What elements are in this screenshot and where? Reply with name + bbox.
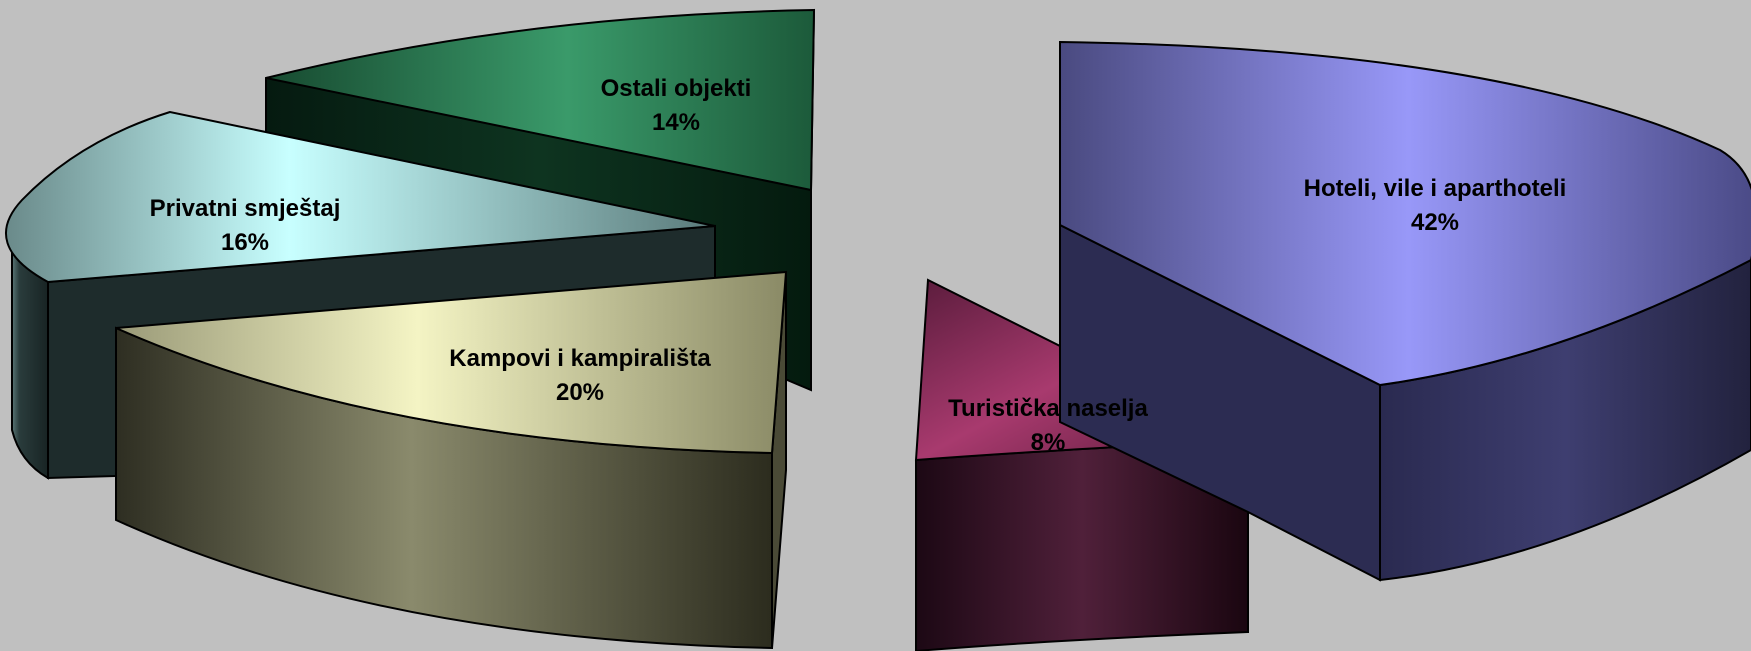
percent-turisticka-naselja: 8%	[1031, 429, 1066, 456]
label-privatni-smjestaj: Privatni smještaj	[150, 195, 341, 222]
label-hoteli-vile-aparthoteli: Hoteli, vile i aparthoteli	[1304, 175, 1567, 202]
slice-ostali-objekti-top	[265, 8, 816, 192]
label-kampovi-kampiralista: Kampovi i kampirališta	[449, 345, 711, 372]
percent-ostali-objekti: 14%	[652, 109, 700, 136]
slice-kampovi-kampiralista	[115, 270, 788, 650]
slice-privatni-smjestaj-top	[5, 110, 716, 284]
slice-hoteli-vile-aparthoteli-top	[1059, 40, 1751, 387]
slice-hoteli-vile-aparthoteli	[1059, 40, 1751, 582]
percent-kampovi-kampiralista: 20%	[556, 379, 604, 406]
slice-kampovi-kampiralista-top	[115, 270, 788, 455]
slice-labels: Ostali objekti 14% Privatni smještaj 16%…	[150, 75, 1567, 456]
label-ostali-objekti: Ostali objekti	[601, 75, 752, 102]
label-turisticka-naselja: Turistička naselja	[948, 395, 1148, 422]
percent-hoteli-vile-aparthoteli: 42%	[1411, 209, 1459, 236]
percent-privatni-smjestaj: 16%	[221, 229, 269, 256]
